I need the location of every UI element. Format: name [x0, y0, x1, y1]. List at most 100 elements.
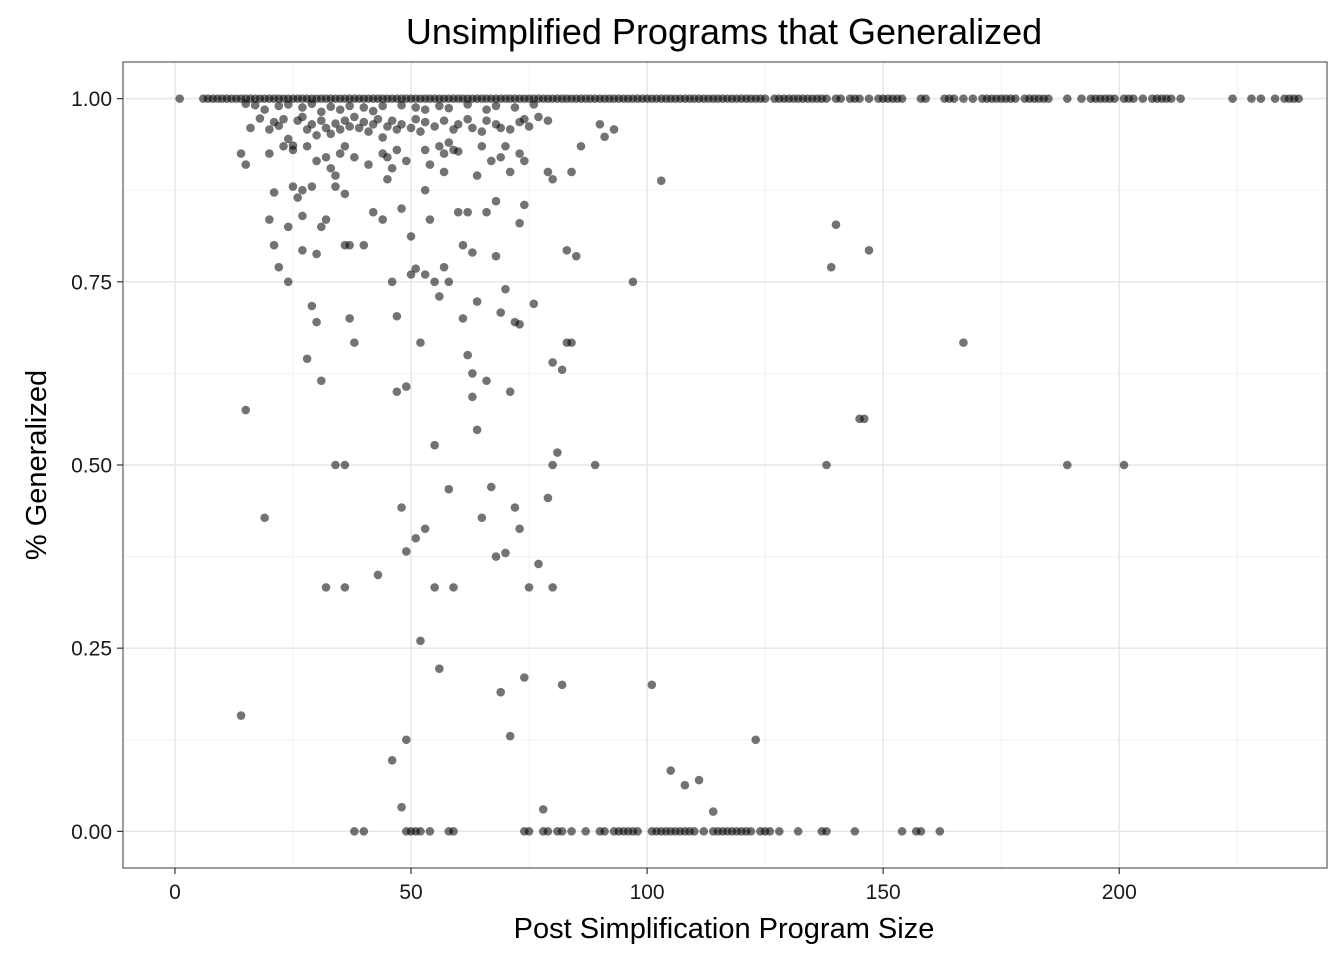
data-point: [477, 141, 487, 151]
data-point: [708, 807, 718, 816]
data-point: [628, 277, 638, 287]
data-point: [968, 94, 978, 103]
data-point: [260, 513, 269, 523]
data-point: [387, 163, 397, 173]
x-tick-label: 50: [399, 881, 422, 904]
data-point: [477, 513, 487, 523]
data-point: [656, 176, 666, 185]
data-point: [397, 503, 406, 512]
data-point: [397, 100, 406, 110]
data-point: [486, 482, 496, 492]
data-point: [765, 827, 775, 836]
data-point: [567, 338, 576, 347]
data-point: [298, 112, 307, 122]
data-point: [378, 133, 387, 142]
data-point: [449, 583, 458, 592]
data-point: [302, 354, 312, 364]
data-point: [373, 570, 383, 580]
data-point: [468, 123, 477, 133]
data-point: [1294, 94, 1303, 103]
data-point: [897, 94, 907, 103]
data-point: [543, 116, 553, 125]
data-point: [416, 127, 425, 136]
data-point: [279, 141, 288, 151]
data-point: [524, 583, 534, 592]
data-point: [340, 116, 350, 125]
data-point: [548, 460, 557, 470]
data-point: [1110, 94, 1119, 103]
y-axis: 0.00 0.25 0.50 0.75 1.00: [71, 88, 123, 844]
data-point: [312, 130, 321, 140]
data-point: [486, 156, 496, 166]
data-point: [543, 167, 553, 177]
data-point: [331, 182, 340, 191]
data-point: [557, 365, 567, 375]
data-point: [458, 314, 468, 323]
data-point: [345, 314, 354, 323]
data-point: [482, 376, 491, 386]
data-point: [416, 636, 425, 646]
data-point: [463, 100, 472, 109]
data-point: [959, 94, 968, 103]
data-point: [401, 547, 411, 556]
data-point: [453, 147, 463, 156]
data-point: [425, 215, 435, 224]
data-point: [425, 160, 435, 169]
data-point: [283, 134, 293, 144]
data-point: [406, 232, 416, 241]
data-point: [335, 105, 345, 114]
data-point: [317, 116, 326, 125]
data-point: [317, 222, 326, 232]
data-point: [515, 218, 524, 228]
data-point: [694, 775, 704, 785]
data-point: [331, 460, 340, 470]
data-point: [307, 182, 317, 191]
data-point: [822, 94, 831, 103]
data-point: [864, 246, 874, 255]
data-point: [435, 292, 444, 301]
data-point: [265, 125, 274, 134]
data-point: [850, 827, 860, 836]
data-point: [241, 160, 251, 169]
data-point: [1166, 94, 1176, 103]
data-point: [317, 107, 326, 117]
data-point: [430, 440, 439, 450]
data-point: [505, 387, 515, 397]
data-point: [831, 220, 841, 229]
data-point: [510, 103, 520, 112]
data-point: [897, 827, 907, 836]
data-point: [822, 827, 831, 836]
data-point: [557, 680, 567, 690]
data-point: [265, 215, 274, 224]
data-point: [553, 448, 562, 457]
data-point: [562, 246, 572, 255]
data-point: [482, 105, 491, 114]
data-point: [775, 827, 784, 836]
data-point: [401, 156, 411, 166]
data-point: [548, 358, 557, 367]
data-point: [524, 122, 534, 131]
data-point: [538, 805, 548, 814]
data-point: [543, 493, 553, 503]
x-tick-label: 100: [630, 881, 665, 904]
data-point: [288, 182, 298, 191]
data-point: [321, 215, 331, 224]
data-point: [751, 735, 760, 745]
data-point: [1228, 94, 1237, 103]
x-axis: 0 50 100 150 200: [169, 868, 1137, 904]
data-point: [529, 299, 539, 309]
data-point: [472, 171, 482, 180]
data-point: [746, 827, 756, 836]
data-point: [317, 376, 326, 386]
data-point: [378, 215, 387, 224]
data-points: [175, 94, 1303, 836]
data-point: [468, 369, 477, 378]
data-point: [935, 827, 945, 836]
data-point: [397, 802, 406, 812]
data-point: [496, 687, 506, 697]
data-point: [510, 503, 520, 512]
data-point: [458, 240, 468, 250]
data-point: [345, 240, 354, 250]
data-point: [241, 405, 251, 415]
data-point: [444, 103, 454, 113]
